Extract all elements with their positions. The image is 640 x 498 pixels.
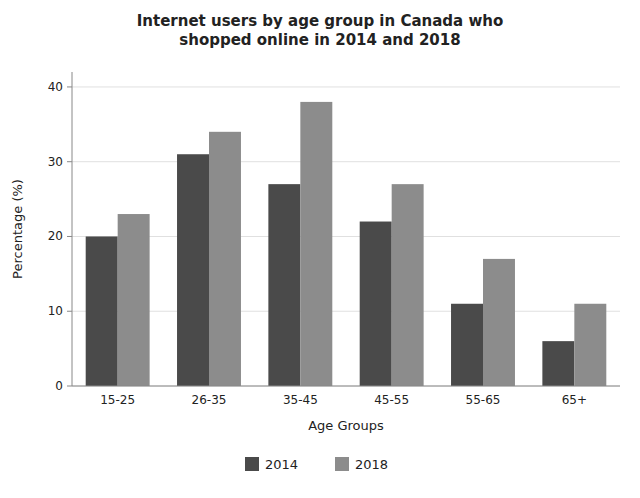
y-tick-label: 0 <box>55 379 63 393</box>
y-tick-label: 20 <box>48 229 63 243</box>
title: Internet users by age group in Canada wh… <box>137 12 504 49</box>
x-tick-label: 55-65 <box>466 393 501 407</box>
y-tick-label: 30 <box>48 155 63 169</box>
y-tick-label: 40 <box>48 80 63 94</box>
grid-line <box>72 86 620 87</box>
bar <box>483 259 515 386</box>
y-axis-label: Percentage (%) <box>10 179 25 279</box>
legend-swatch <box>245 457 259 471</box>
grid-line <box>72 236 620 237</box>
y-tick <box>67 311 72 312</box>
x-ticks: 15-25 26-35 35-45 45-55 55-65 65+ <box>100 393 587 407</box>
bar <box>118 214 150 386</box>
bar <box>300 102 332 386</box>
bar <box>451 304 483 386</box>
grid-line <box>72 386 620 387</box>
chart: 0 10 20 30 40 15-25 26-35 35-45 45-55 55-65 65+ Int… <box>0 0 640 498</box>
bar <box>177 154 209 386</box>
x-tick-label: 15-25 <box>100 393 135 407</box>
x-tick-label: 45-55 <box>374 393 409 407</box>
bar <box>209 132 241 386</box>
legend-label: 2018 <box>355 457 388 472</box>
y-tick <box>67 386 72 387</box>
grid-line <box>72 161 620 162</box>
legend-swatch <box>335 457 349 471</box>
bar <box>360 222 392 386</box>
bar <box>268 184 300 386</box>
bar <box>392 184 424 386</box>
x-axis-line <box>72 386 620 387</box>
chart-container: 0 10 20 30 40 15-25 26-35 35-45 45-55 55-65 65+ Int… <box>0 0 640 498</box>
y-grid: 0 10 20 30 40 <box>48 80 620 393</box>
x-tick-label: 65+ <box>562 393 587 407</box>
bar <box>574 304 606 386</box>
y-axis-line <box>72 72 73 386</box>
legend: 2014 2018 <box>245 457 388 472</box>
y-tick <box>67 86 72 87</box>
bar <box>86 236 118 386</box>
legend-label: 2014 <box>265 457 298 472</box>
y-tick <box>67 161 72 162</box>
x-axis-label: Age Groups <box>308 418 384 433</box>
y-tick-label: 10 <box>48 304 63 318</box>
bar <box>542 341 574 386</box>
bars <box>86 102 607 386</box>
x-tick-label: 26-35 <box>192 393 227 407</box>
y-tick <box>67 236 72 237</box>
grid-line <box>72 311 620 312</box>
x-tick-label: 35-45 <box>283 393 318 407</box>
